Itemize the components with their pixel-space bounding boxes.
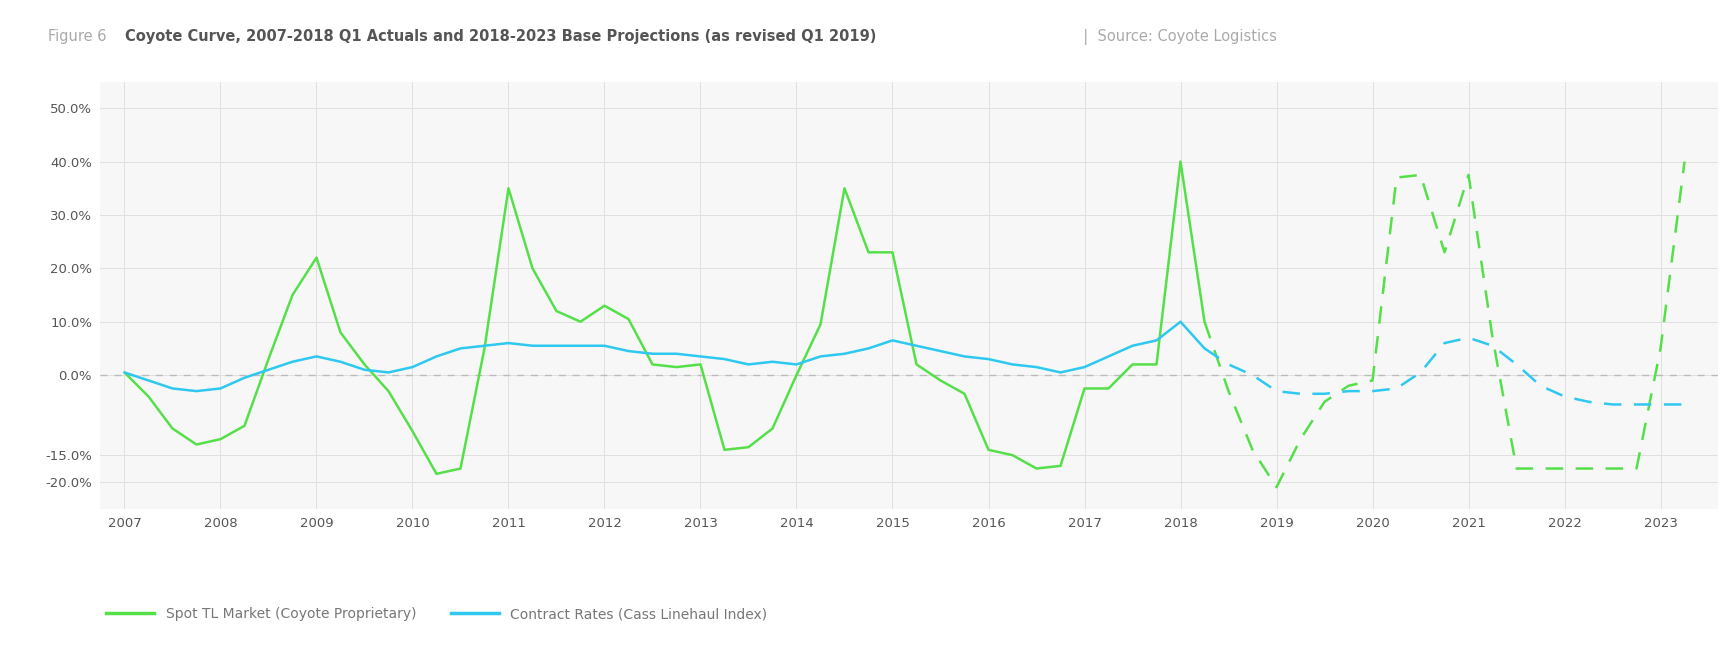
Legend: Spot TL Market (Coyote Proprietary), Contract Rates (Cass Linehaul Index): Spot TL Market (Coyote Proprietary), Con… xyxy=(106,607,767,621)
Text: Coyote Curve, 2007-2018 Q1 Actuals and 2018-2023 Base Projections (as revised Q1: Coyote Curve, 2007-2018 Q1 Actuals and 2… xyxy=(125,29,876,44)
Text: Figure 6: Figure 6 xyxy=(48,29,107,44)
Text: |  Source: Coyote Logistics: | Source: Coyote Logistics xyxy=(1074,29,1276,46)
